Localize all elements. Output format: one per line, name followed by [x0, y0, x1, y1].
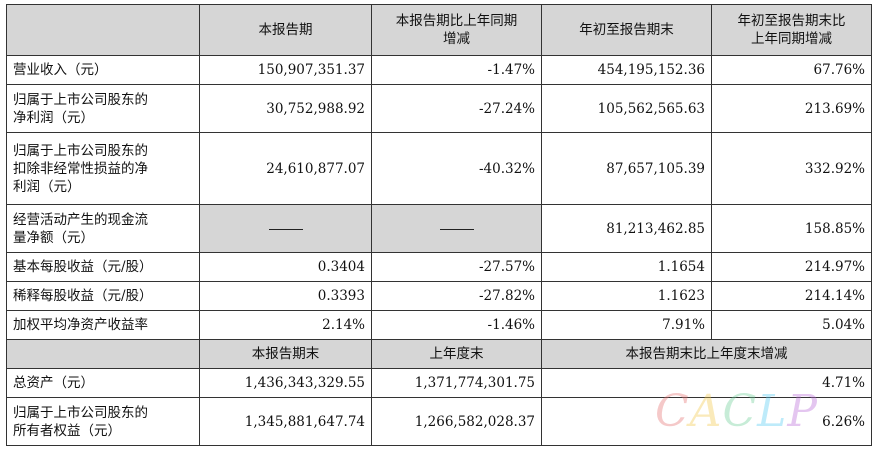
ytd-change: 213.69%: [712, 85, 872, 133]
ytd-value: 105,562,565.63: [542, 85, 712, 133]
header2-corner: [7, 340, 200, 369]
table-row: 归属于上市公司股东的 净利润（元） 30,752,988.92 -27.24% …: [7, 85, 872, 133]
row-label: 加权平均净资产收益率: [7, 311, 200, 340]
table-row: 归属于上市公司股东的 所有者权益（元） 1,345,881,647.74 1,2…: [7, 398, 872, 446]
header-ytd: 年初至报告期末: [542, 5, 712, 56]
row-label: 总资产（元）: [7, 369, 200, 398]
ytd-value: 454,195,152.36: [542, 56, 712, 85]
ytd-change: 5.04%: [712, 311, 872, 340]
dash-mark: [440, 229, 474, 230]
row-label: 归属于上市公司股东的 净利润（元）: [7, 85, 200, 133]
table-row: 营业收入（元） 150,907,351.37 -1.47% 454,195,15…: [7, 56, 872, 85]
ytd-change: 214.97%: [712, 253, 872, 282]
ytd-value: 7.91%: [542, 311, 712, 340]
table-row: 经营活动产生的现金流 量净额（元） 81,213,462.85 158.85%: [7, 205, 872, 253]
ytd-value: 1.1623: [542, 282, 712, 311]
header-corner: [7, 5, 200, 56]
dash-mark: [269, 229, 303, 230]
ytd-value: 87,657,105.39: [542, 133, 712, 205]
ytd-value: 81,213,462.85: [542, 205, 712, 253]
ytd-change: 158.85%: [712, 205, 872, 253]
financial-summary-table: 本报告期 本报告期比上年同期 增减 年初至报告期末 年初至报告期末比 上年同期增…: [6, 4, 872, 446]
header2-prior-year-end: 上年度末: [372, 340, 542, 369]
section-header-row: 本报告期末 上年度末 本报告期末比上年度末增减: [7, 340, 872, 369]
ytd-change: 332.92%: [712, 133, 872, 205]
change-value: 4.71%: [542, 369, 872, 398]
header-ytd-change: 年初至报告期末比 上年同期增减: [712, 5, 872, 56]
current-change: -27.82%: [372, 282, 542, 311]
table-row: 总资产（元） 1,436,343,329.55 1,371,774,301.75…: [7, 369, 872, 398]
current-value: 0.3404: [200, 253, 372, 282]
header-row: 本报告期 本报告期比上年同期 增减 年初至报告期末 年初至报告期末比 上年同期增…: [7, 5, 872, 56]
ytd-change: 67.76%: [712, 56, 872, 85]
table-row: 稀释每股收益（元/股） 0.3393 -27.82% 1.1623 214.14…: [7, 282, 872, 311]
row-label: 稀释每股收益（元/股）: [7, 282, 200, 311]
prior-year-end-value: 1,266,582,028.37: [372, 398, 542, 446]
change-value: 6.26%: [542, 398, 872, 446]
header-current-period: 本报告期: [200, 5, 372, 56]
current-value-na: [200, 205, 372, 253]
header2-change: 本报告期末比上年度末增减: [542, 340, 872, 369]
current-change: -27.24%: [372, 85, 542, 133]
current-change: -40.32%: [372, 133, 542, 205]
current-value: 24,610,877.07: [200, 133, 372, 205]
current-value: 30,752,988.92: [200, 85, 372, 133]
table-row: 基本每股收益（元/股） 0.3404 -27.57% 1.1654 214.97…: [7, 253, 872, 282]
header2-period-end: 本报告期末: [200, 340, 372, 369]
current-value: 0.3393: [200, 282, 372, 311]
current-value: 150,907,351.37: [200, 56, 372, 85]
prior-year-end-value: 1,371,774,301.75: [372, 369, 542, 398]
header-current-change: 本报告期比上年同期 增减: [372, 5, 542, 56]
current-change: -1.47%: [372, 56, 542, 85]
row-label: 经营活动产生的现金流 量净额（元）: [7, 205, 200, 253]
period-end-value: 1,436,343,329.55: [200, 369, 372, 398]
table-row: 归属于上市公司股东的 扣除非经常性损益的净 利润（元） 24,610,877.0…: [7, 133, 872, 205]
row-label: 基本每股收益（元/股）: [7, 253, 200, 282]
current-change: -1.46%: [372, 311, 542, 340]
ytd-value: 1.1654: [542, 253, 712, 282]
ytd-change: 214.14%: [712, 282, 872, 311]
current-value: 2.14%: [200, 311, 372, 340]
row-label: 营业收入（元）: [7, 56, 200, 85]
current-change-na: [372, 205, 542, 253]
row-label: 归属于上市公司股东的 所有者权益（元）: [7, 398, 200, 446]
table-row: 加权平均净资产收益率 2.14% -1.46% 7.91% 5.04%: [7, 311, 872, 340]
period-end-value: 1,345,881,647.74: [200, 398, 372, 446]
row-label: 归属于上市公司股东的 扣除非经常性损益的净 利润（元）: [7, 133, 200, 205]
current-change: -27.57%: [372, 253, 542, 282]
